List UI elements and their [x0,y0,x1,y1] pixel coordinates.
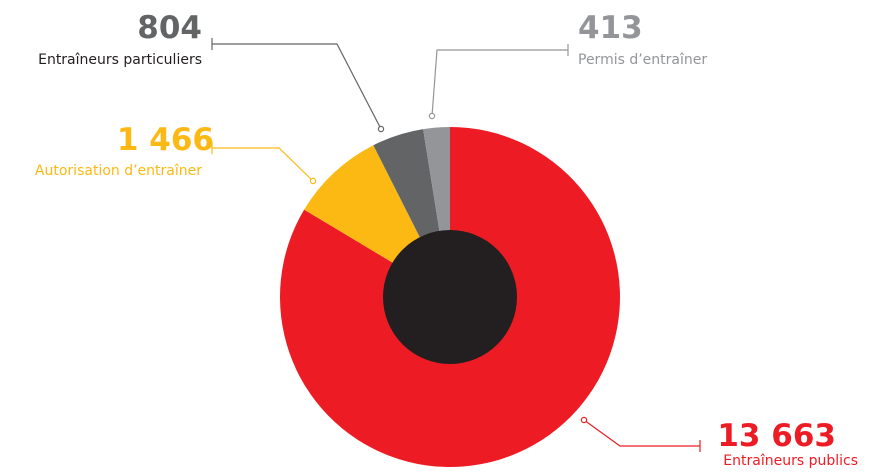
leader-line-publics [583,419,700,447]
leader-dot-particuliers [377,125,385,133]
value-label-publics: 13 663 [717,418,836,454]
value-label-permis: 413 [578,10,643,46]
category-label-autorisation: Autorisation d’entraîner [35,163,202,179]
leader-line-permis [431,49,568,117]
donut-hole [383,230,517,364]
leader-lines-group [211,38,701,452]
leader-line-autorisation [212,147,314,182]
category-label-particuliers: Entraîneurs particuliers [38,52,202,68]
category-label-permis: Permis d’entraîner [578,52,707,68]
leader-dot-permis [428,112,436,120]
leader-dot-publics [580,416,588,424]
value-label-particuliers: 804 [137,10,202,46]
category-label-publics: Entraîneurs publics [723,453,858,469]
value-label-autorisation: 1 466 [117,122,214,158]
leader-line-particuliers [212,43,382,130]
leader-dot-autorisation [309,177,317,185]
